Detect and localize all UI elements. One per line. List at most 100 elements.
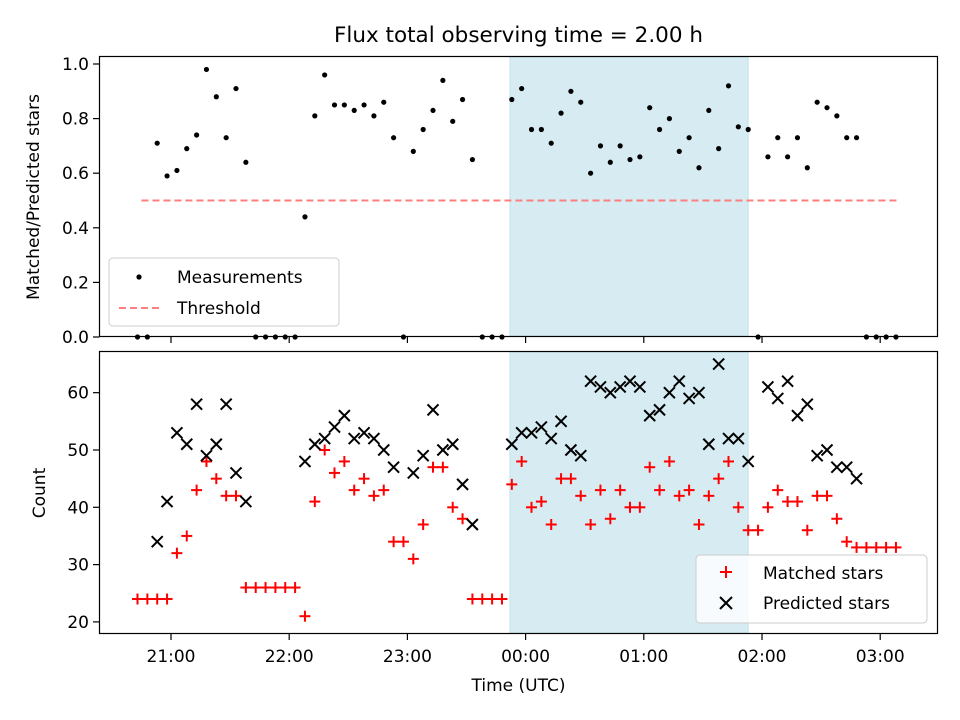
matched-star-point [713, 473, 725, 485]
matched-star-point [299, 610, 311, 622]
matched-star-point [762, 501, 774, 513]
measurement-point [361, 102, 367, 108]
legend-predicted-label: Predicted stars [763, 594, 890, 614]
bottom-legend: Matched stars Predicted stars [695, 554, 928, 624]
top-plot-frame [98, 55, 939, 338]
matched-star-point [594, 484, 606, 496]
matched-star-point [880, 541, 892, 553]
predicted-star-point [781, 375, 794, 388]
predicted-star-point [456, 478, 469, 491]
predicted-star-point [416, 449, 430, 462]
top-highlight-span [509, 56, 749, 337]
measurement-point [853, 135, 860, 141]
measurement-point [391, 135, 397, 141]
x-tick-label: 03:00 [856, 647, 905, 667]
matched-star-point [890, 541, 902, 553]
measurement-point [213, 94, 219, 100]
predicted-star-point [170, 426, 184, 440]
measurement-point [558, 110, 564, 116]
matched-star-point [565, 473, 577, 485]
predicted-star-point [594, 380, 607, 394]
matched-star-point [191, 484, 203, 496]
matched-star-point [240, 582, 252, 594]
x-tick-label: 22:00 [265, 647, 314, 667]
matched-star-point [732, 501, 744, 513]
bottom-y-tick-label: 40 [67, 498, 89, 518]
matched-star-point [289, 582, 301, 594]
matched-star-point [870, 541, 882, 553]
measurement-point [735, 124, 741, 130]
predicted-star-point [367, 432, 381, 445]
predicted-star-point [387, 460, 400, 474]
predicted-star-point [633, 380, 647, 394]
bottom-y-tick-label: 50 [67, 441, 89, 461]
predicted-star-point [653, 403, 666, 417]
predicted-star-point [308, 438, 322, 451]
matched-star-point [555, 473, 567, 485]
measurement-point [509, 96, 515, 103]
measurement-point [154, 140, 160, 146]
matched-star-point [141, 593, 153, 605]
predicted-star-point [239, 495, 253, 508]
measurement-point [519, 85, 525, 92]
matched-star-point [634, 501, 646, 513]
predicted-star-point [830, 460, 844, 474]
measurement-point [450, 118, 456, 124]
matched-star-point [260, 582, 272, 594]
legend-matched-label: Matched stars [763, 564, 883, 584]
legend-measurements-label: Measurements [177, 268, 303, 288]
predicted-star-point [466, 518, 479, 531]
matched-star-point [841, 536, 853, 548]
measurement-point [223, 135, 229, 141]
predicted-star-point [692, 386, 706, 399]
predicted-star-point [712, 357, 725, 371]
measurement-point [597, 143, 604, 149]
predicted-star-point [840, 460, 853, 474]
measurement-point [420, 126, 426, 133]
matched-star-point [673, 490, 685, 502]
measurement-point [568, 88, 574, 94]
legend-measurements-marker [136, 274, 142, 280]
matched-star-point [348, 484, 360, 496]
matched-star-point [624, 501, 636, 513]
predicted-star-point [702, 438, 716, 451]
matched-star-point [358, 473, 370, 485]
measurement-point [164, 173, 170, 179]
measurement-point [331, 102, 338, 108]
measurement-point [725, 83, 732, 89]
measurement-point [834, 113, 840, 119]
measurement-point [824, 105, 830, 111]
matched-star-point [772, 484, 784, 496]
predicted-star-point [535, 420, 548, 434]
top-legend-box [108, 257, 340, 327]
top-y-axis-label: Matched/Predicted stars [24, 94, 44, 300]
predicted-star-point [348, 432, 361, 445]
measurement-point [538, 126, 544, 133]
predicted-star-point [160, 495, 174, 508]
bottom-panel: 20 30 40 50 60 21:00 22:00 23:00 00:00 01:00 02:0… [30, 350, 939, 696]
measurement-point [351, 107, 357, 114]
measurement-point [647, 105, 653, 111]
chart-title: Flux total observing time = 2.00 h [334, 23, 703, 48]
matched-star-point [545, 518, 557, 530]
matched-star-point [860, 541, 872, 553]
matched-star-point [181, 530, 193, 542]
top-y-tick-label: 0.4 [62, 219, 89, 239]
matched-star-point [526, 501, 538, 513]
x-tick-label: 02:00 [738, 647, 787, 667]
measurement-point [302, 214, 308, 220]
matched-star-point [368, 490, 380, 502]
measurement-point [844, 135, 850, 141]
predicted-star-point [663, 386, 676, 399]
measurement-point [469, 156, 476, 163]
matched-star-point [693, 518, 705, 530]
matched-star-point [752, 524, 764, 536]
matched-star-point [535, 496, 547, 508]
measurement-point [696, 165, 702, 171]
matched-star-point [723, 455, 735, 467]
matched-star-point [309, 496, 321, 508]
matched-star-point [654, 484, 666, 496]
matched-star-point [457, 513, 469, 525]
predicted-star-point [219, 397, 233, 411]
predicted-star-point [151, 535, 164, 548]
